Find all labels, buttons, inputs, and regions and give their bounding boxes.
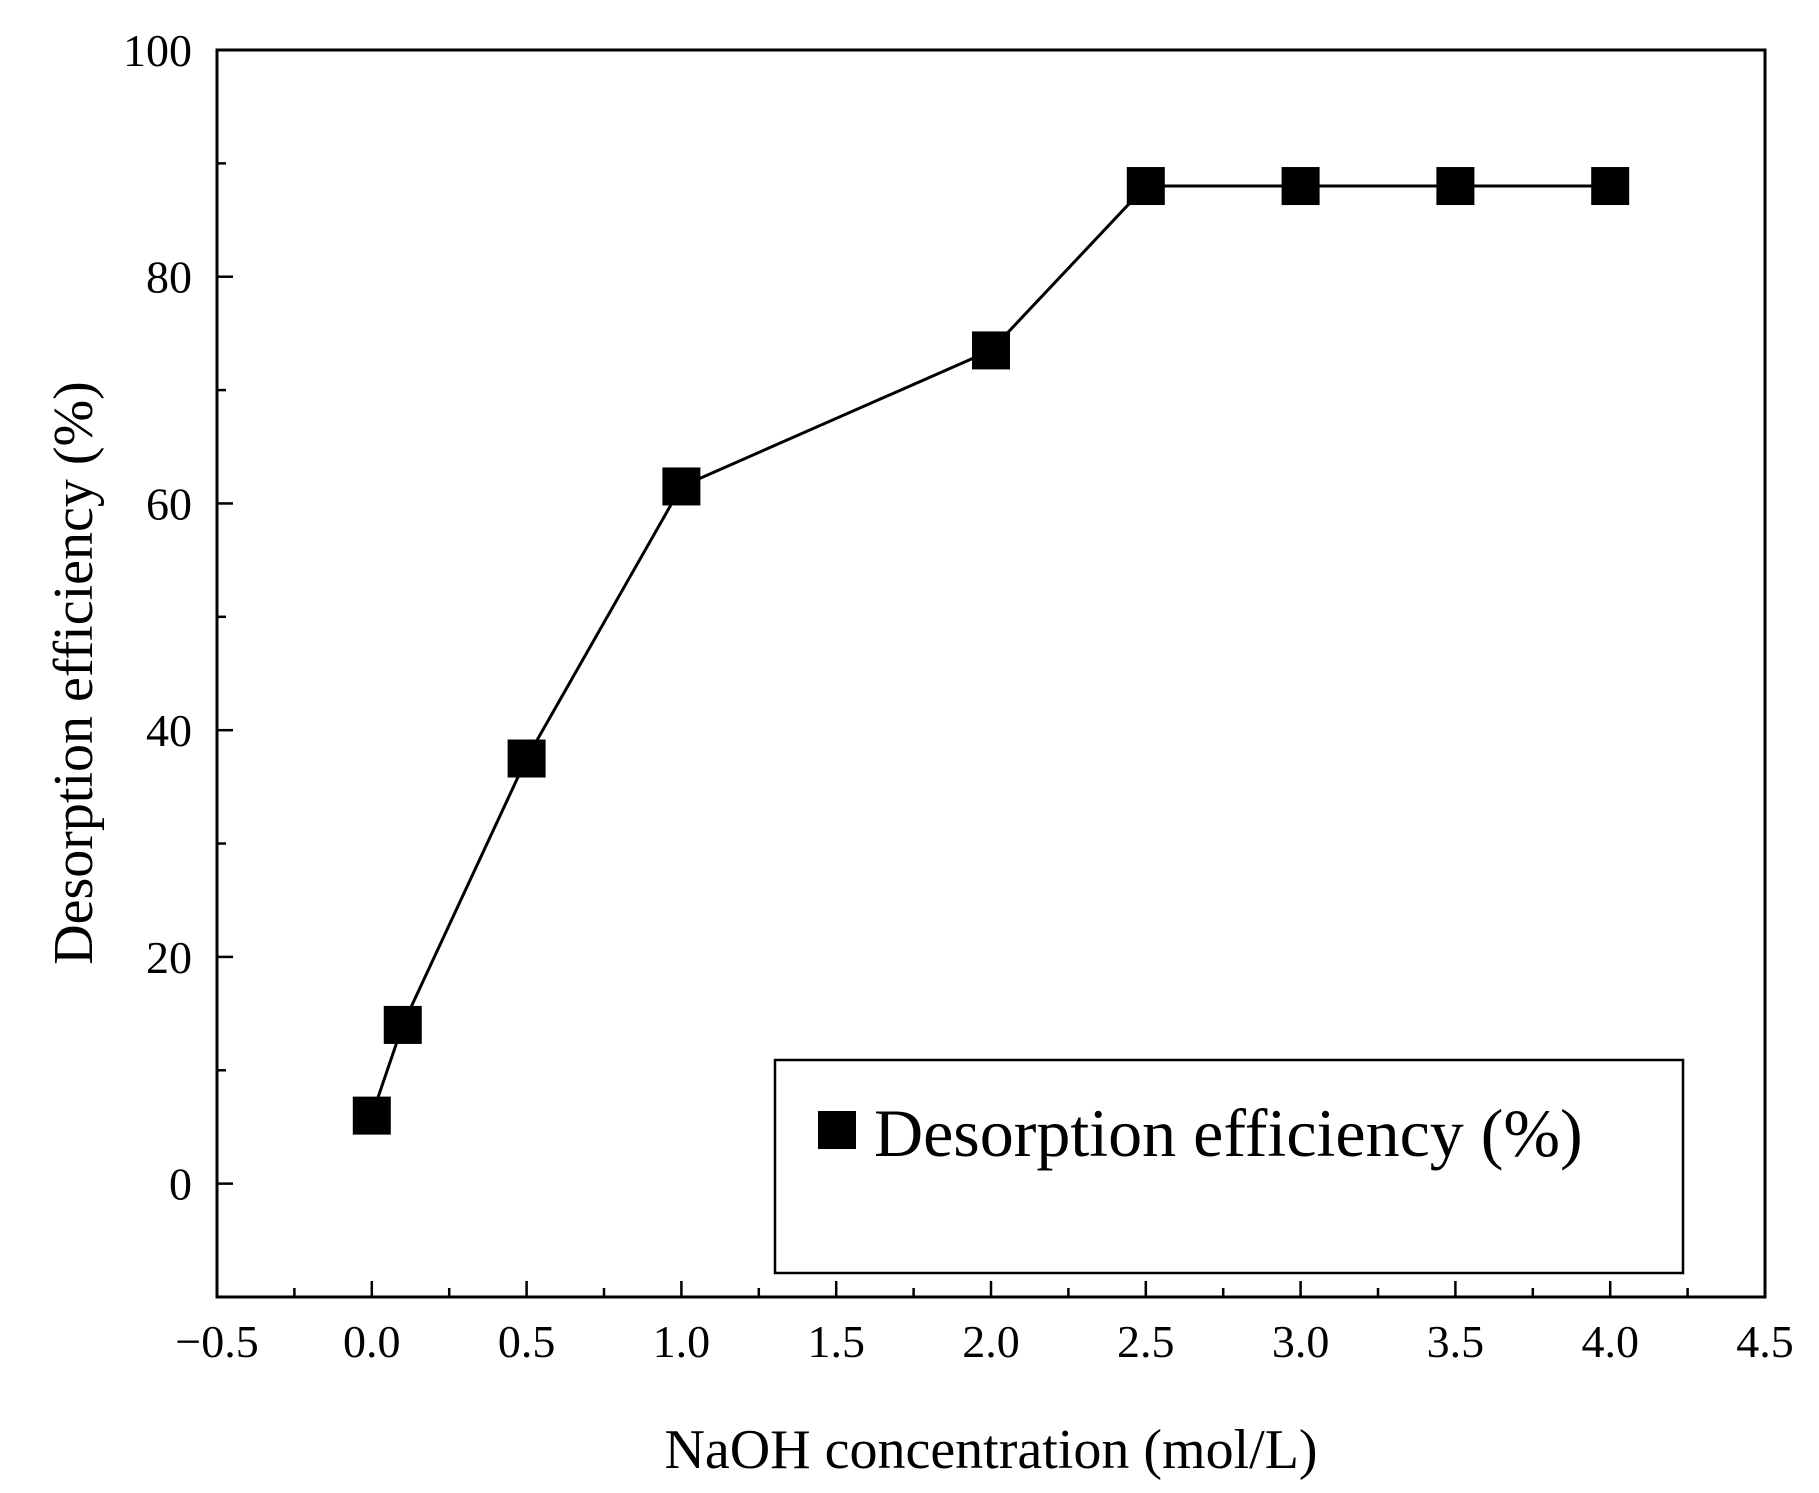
x-tick-label: 0.5 [498, 1316, 556, 1367]
legend: Desorption efficiency (%) [773, 1058, 1685, 1275]
legend-box [773, 1058, 1685, 1275]
legend-label: Desorption efficiency (%) [874, 1095, 1583, 1171]
data-point-marker [1281, 167, 1320, 206]
x-tick-label: 4.5 [1736, 1316, 1794, 1367]
x-tick-label: 3.0 [1272, 1316, 1330, 1367]
y-axis-tick-labels: 0 20 40 60 80 100 [123, 25, 192, 1210]
legend-square-marker [818, 1111, 856, 1149]
x-axis-title: NaOH concentration (mol/L) [664, 1419, 1317, 1481]
y-tick-label: 60 [146, 478, 192, 529]
data-point-marker [662, 467, 701, 506]
x-tick-label: −0.5 [175, 1316, 258, 1367]
y-axis-ticks [217, 48, 233, 1299]
x-tick-label: 3.5 [1427, 1316, 1485, 1367]
series-lines [370, 184, 1611, 1117]
data-point-marker [972, 331, 1010, 370]
series-line-segment [525, 485, 683, 760]
data-point-marker [507, 739, 546, 778]
y-tick-label: 80 [146, 252, 192, 303]
data-point-marker [1126, 167, 1165, 206]
x-tick-label: 2.5 [1117, 1316, 1175, 1367]
x-axis-ticks [215, 1281, 1767, 1297]
x-tick-label: 1.0 [653, 1316, 711, 1367]
y-tick-label: 100 [123, 25, 192, 76]
series-line-segment [989, 185, 1147, 352]
series-line-segment [401, 757, 528, 1026]
series-markers [352, 167, 1630, 1135]
y-tick-label: 20 [146, 932, 192, 983]
y-axis-title: Desorption efficiency (%) [43, 381, 105, 965]
data-point-marker [352, 1096, 391, 1135]
y-tick-label: 40 [146, 705, 192, 756]
y-tick-label: 0 [169, 1159, 192, 1210]
x-tick-label: 1.5 [807, 1316, 865, 1367]
data-point-marker [1436, 167, 1475, 206]
x-tick-label: 0.0 [343, 1316, 401, 1367]
x-axis-tick-labels: −0.5 0.0 0.5 1.0 1.5 2.0 2.5 3.0 3.5 4.0 4.5 [175, 1316, 1793, 1367]
x-tick-label: 4.0 [1581, 1316, 1639, 1367]
data-point-marker [383, 1005, 422, 1044]
series-line-segment [680, 349, 992, 488]
x-tick-label: 2.0 [962, 1316, 1020, 1367]
data-point-marker [1591, 167, 1630, 206]
